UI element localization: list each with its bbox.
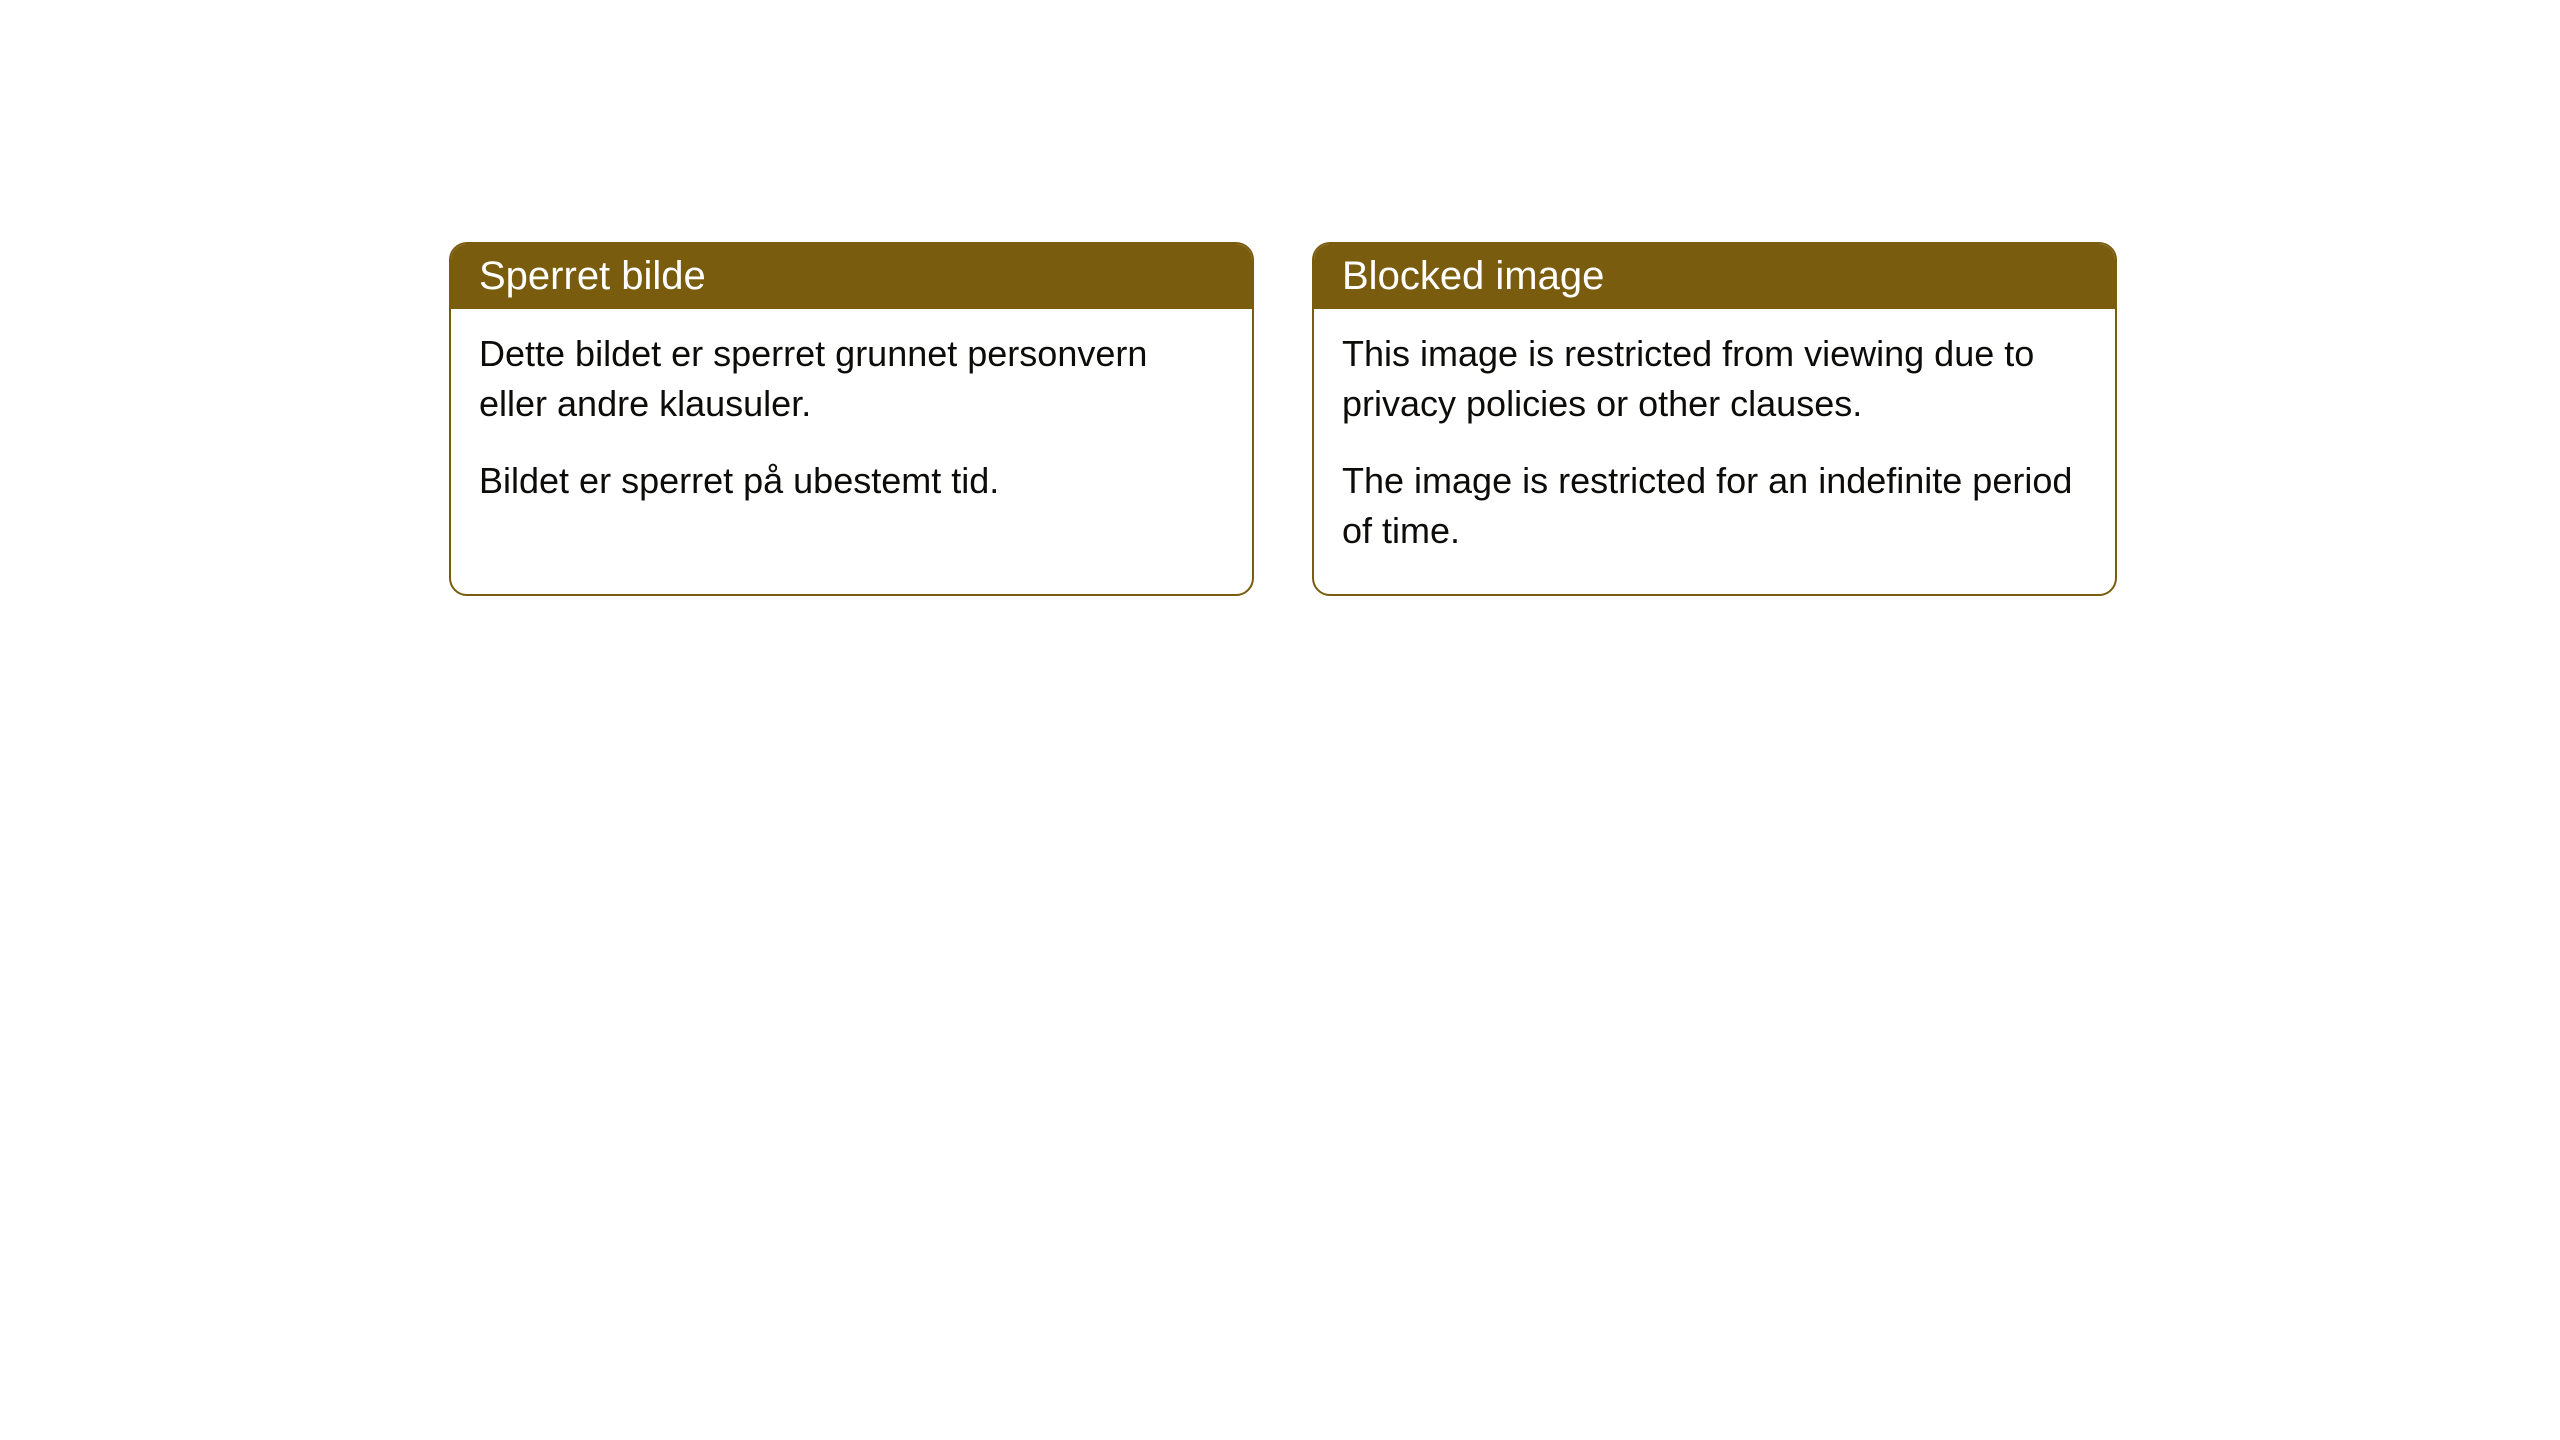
card-paragraph-2: Bildet er sperret på ubestemt tid. <box>479 456 1224 506</box>
blocked-image-card-norwegian: Sperret bilde Dette bildet er sperret gr… <box>449 242 1254 596</box>
card-title: Sperret bilde <box>479 254 706 298</box>
card-header: Blocked image <box>1314 244 2115 309</box>
cards-container: Sperret bilde Dette bildet er sperret gr… <box>449 242 2117 596</box>
card-paragraph-2: The image is restricted for an indefinit… <box>1342 456 2087 555</box>
blocked-image-card-english: Blocked image This image is restricted f… <box>1312 242 2117 596</box>
card-body: Dette bildet er sperret grunnet personve… <box>451 309 1252 544</box>
card-paragraph-1: Dette bildet er sperret grunnet personve… <box>479 329 1224 428</box>
card-header: Sperret bilde <box>451 244 1252 309</box>
card-title: Blocked image <box>1342 254 1604 298</box>
card-body: This image is restricted from viewing du… <box>1314 309 2115 594</box>
card-paragraph-1: This image is restricted from viewing du… <box>1342 329 2087 428</box>
